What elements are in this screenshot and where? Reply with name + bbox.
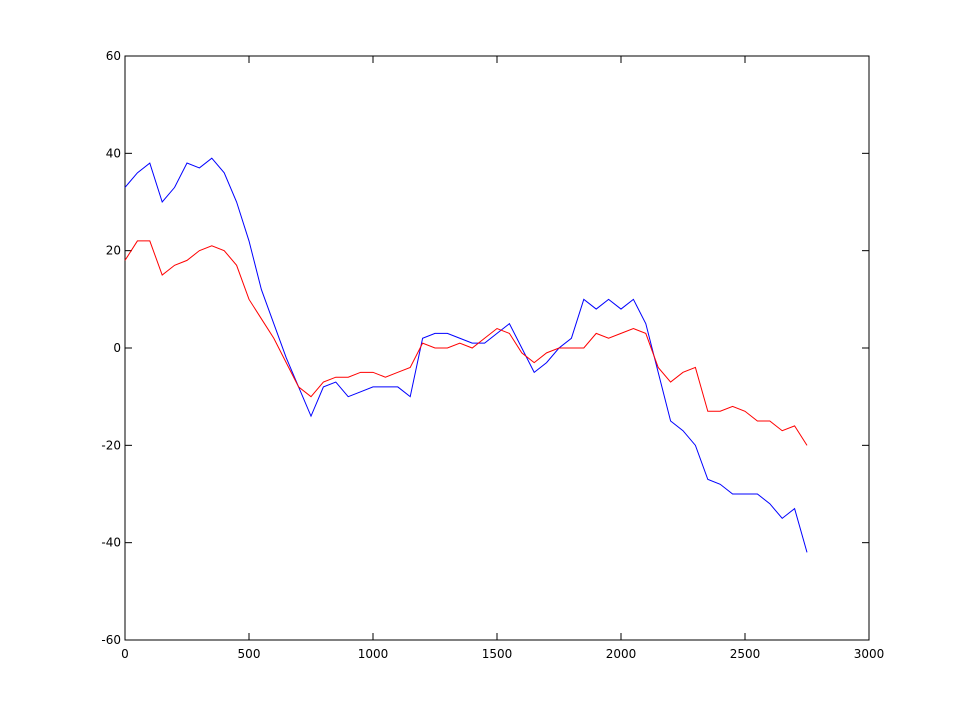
y-tick-label: -40: [101, 536, 121, 550]
x-tick-label: 1500: [482, 647, 513, 661]
y-tick-label: 20: [106, 244, 121, 258]
y-tick-label: 0: [113, 341, 121, 355]
x-tick-label: 1000: [358, 647, 389, 661]
y-tick-label: -60: [101, 633, 121, 647]
y-tick-label: 40: [106, 146, 121, 160]
y-tick-label: -20: [101, 438, 121, 452]
x-tick-label: 2500: [730, 647, 761, 661]
x-tick-label: 0: [121, 647, 129, 661]
data-line: [124, 157, 808, 553]
x-tick-label: 2000: [606, 647, 637, 661]
y-tick-label: 60: [106, 49, 121, 63]
data-line: [124, 240, 808, 446]
plot-frame: [124, 55, 870, 641]
x-tick-label: 3000: [854, 647, 885, 661]
x-tick-label: 500: [238, 647, 261, 661]
